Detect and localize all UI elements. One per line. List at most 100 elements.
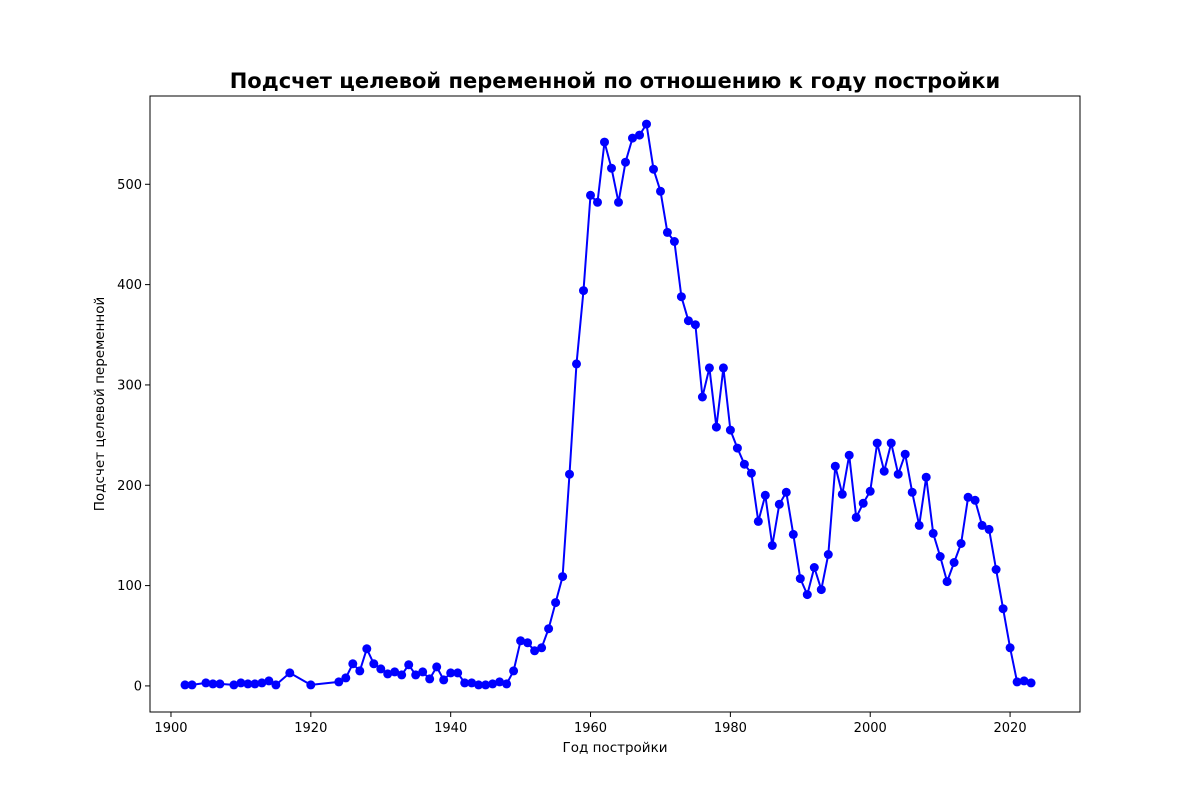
data-point [628, 133, 637, 143]
data-point [383, 669, 393, 679]
x-axis: 1900 1920 1940 1960 1980 2000 2020 [154, 712, 1027, 736]
data-point [390, 667, 400, 677]
data-point [711, 422, 721, 432]
data-point [732, 443, 742, 453]
data-point [495, 677, 505, 687]
data-point [774, 499, 784, 509]
x-tick-label: 2020 [994, 721, 1027, 736]
y-axis: 0 100 200 300 400 500 [117, 178, 150, 694]
data-point [942, 577, 952, 587]
data-point [928, 528, 938, 538]
data-point [362, 644, 372, 654]
x-tick-label: 1960 [574, 721, 607, 736]
x-tick-label: 1980 [714, 721, 747, 736]
y-tick-label: 0 [134, 679, 142, 694]
data-point [341, 673, 351, 683]
data-point [823, 550, 833, 559]
data-point [236, 678, 246, 688]
y-tick-label: 200 [117, 479, 142, 494]
data-point [746, 468, 756, 478]
data-point [523, 638, 533, 648]
data-point [530, 646, 540, 656]
data-point [369, 659, 379, 669]
data-point [781, 487, 791, 497]
data-point [991, 565, 1001, 574]
data-point [697, 392, 707, 402]
y-tick-label: 100 [117, 579, 142, 594]
data-point [446, 668, 456, 678]
y-tick-label: 400 [117, 278, 142, 293]
data-point [271, 680, 281, 690]
plot-frame [149, 95, 1081, 713]
data-point [600, 137, 609, 147]
y-axis-label: Подсчет целевой переменной [92, 297, 108, 512]
chart-title: Подсчет целевой переменной по отношению … [230, 69, 1001, 93]
data-point [285, 668, 295, 678]
data-point [187, 680, 197, 690]
data-point [243, 679, 253, 689]
data-point [509, 666, 519, 676]
data-point [551, 598, 561, 608]
data-point [963, 492, 973, 502]
data-point [579, 286, 588, 296]
data-point [208, 679, 218, 689]
data-point [264, 676, 274, 686]
data-point [355, 666, 365, 676]
data-point [544, 624, 554, 634]
data-point [656, 186, 665, 196]
data-point [348, 659, 358, 669]
data-point [683, 316, 693, 326]
data-point [460, 678, 470, 688]
data-point [229, 680, 239, 690]
data-point [802, 590, 812, 600]
data-point [998, 604, 1008, 614]
data-point [537, 643, 547, 653]
data-point [334, 677, 344, 687]
data-point [215, 679, 225, 689]
data-point [1012, 677, 1022, 687]
data-point [809, 563, 819, 572]
data-point [635, 130, 644, 140]
data-point [921, 472, 931, 482]
data-point [970, 495, 980, 505]
data-point [844, 450, 854, 460]
data-point [474, 680, 484, 690]
data-point [690, 320, 700, 330]
data-point [488, 679, 498, 689]
data-point [257, 678, 267, 688]
data-point [418, 667, 428, 677]
data-point [1005, 643, 1015, 653]
data-point [306, 680, 316, 690]
data-point [760, 490, 770, 500]
data-point [865, 486, 875, 496]
data-point [621, 157, 630, 167]
data-point [642, 119, 651, 129]
data-point [411, 670, 421, 680]
data-point [432, 662, 442, 672]
data-point [851, 512, 861, 522]
data-point [481, 680, 491, 690]
x-tick-label: 1900 [154, 721, 187, 736]
data-point [984, 524, 994, 534]
data-point [250, 679, 260, 689]
series-line [185, 123, 1032, 686]
data-point [914, 520, 924, 530]
data-point [201, 678, 211, 688]
y-tick-label: 300 [117, 378, 142, 393]
data-point [788, 529, 798, 539]
data-point [956, 539, 966, 548]
data-point [467, 678, 477, 688]
data-point [753, 516, 763, 526]
data-point [767, 541, 777, 550]
data-point [907, 487, 917, 497]
data-point [439, 675, 449, 685]
data-point [558, 572, 568, 582]
data-point [614, 197, 623, 207]
data-point [425, 674, 435, 684]
data-point [516, 636, 526, 646]
data-point [1019, 676, 1029, 686]
data-point [872, 438, 882, 448]
x-tick-label: 1920 [294, 721, 327, 736]
data-point [593, 197, 602, 207]
